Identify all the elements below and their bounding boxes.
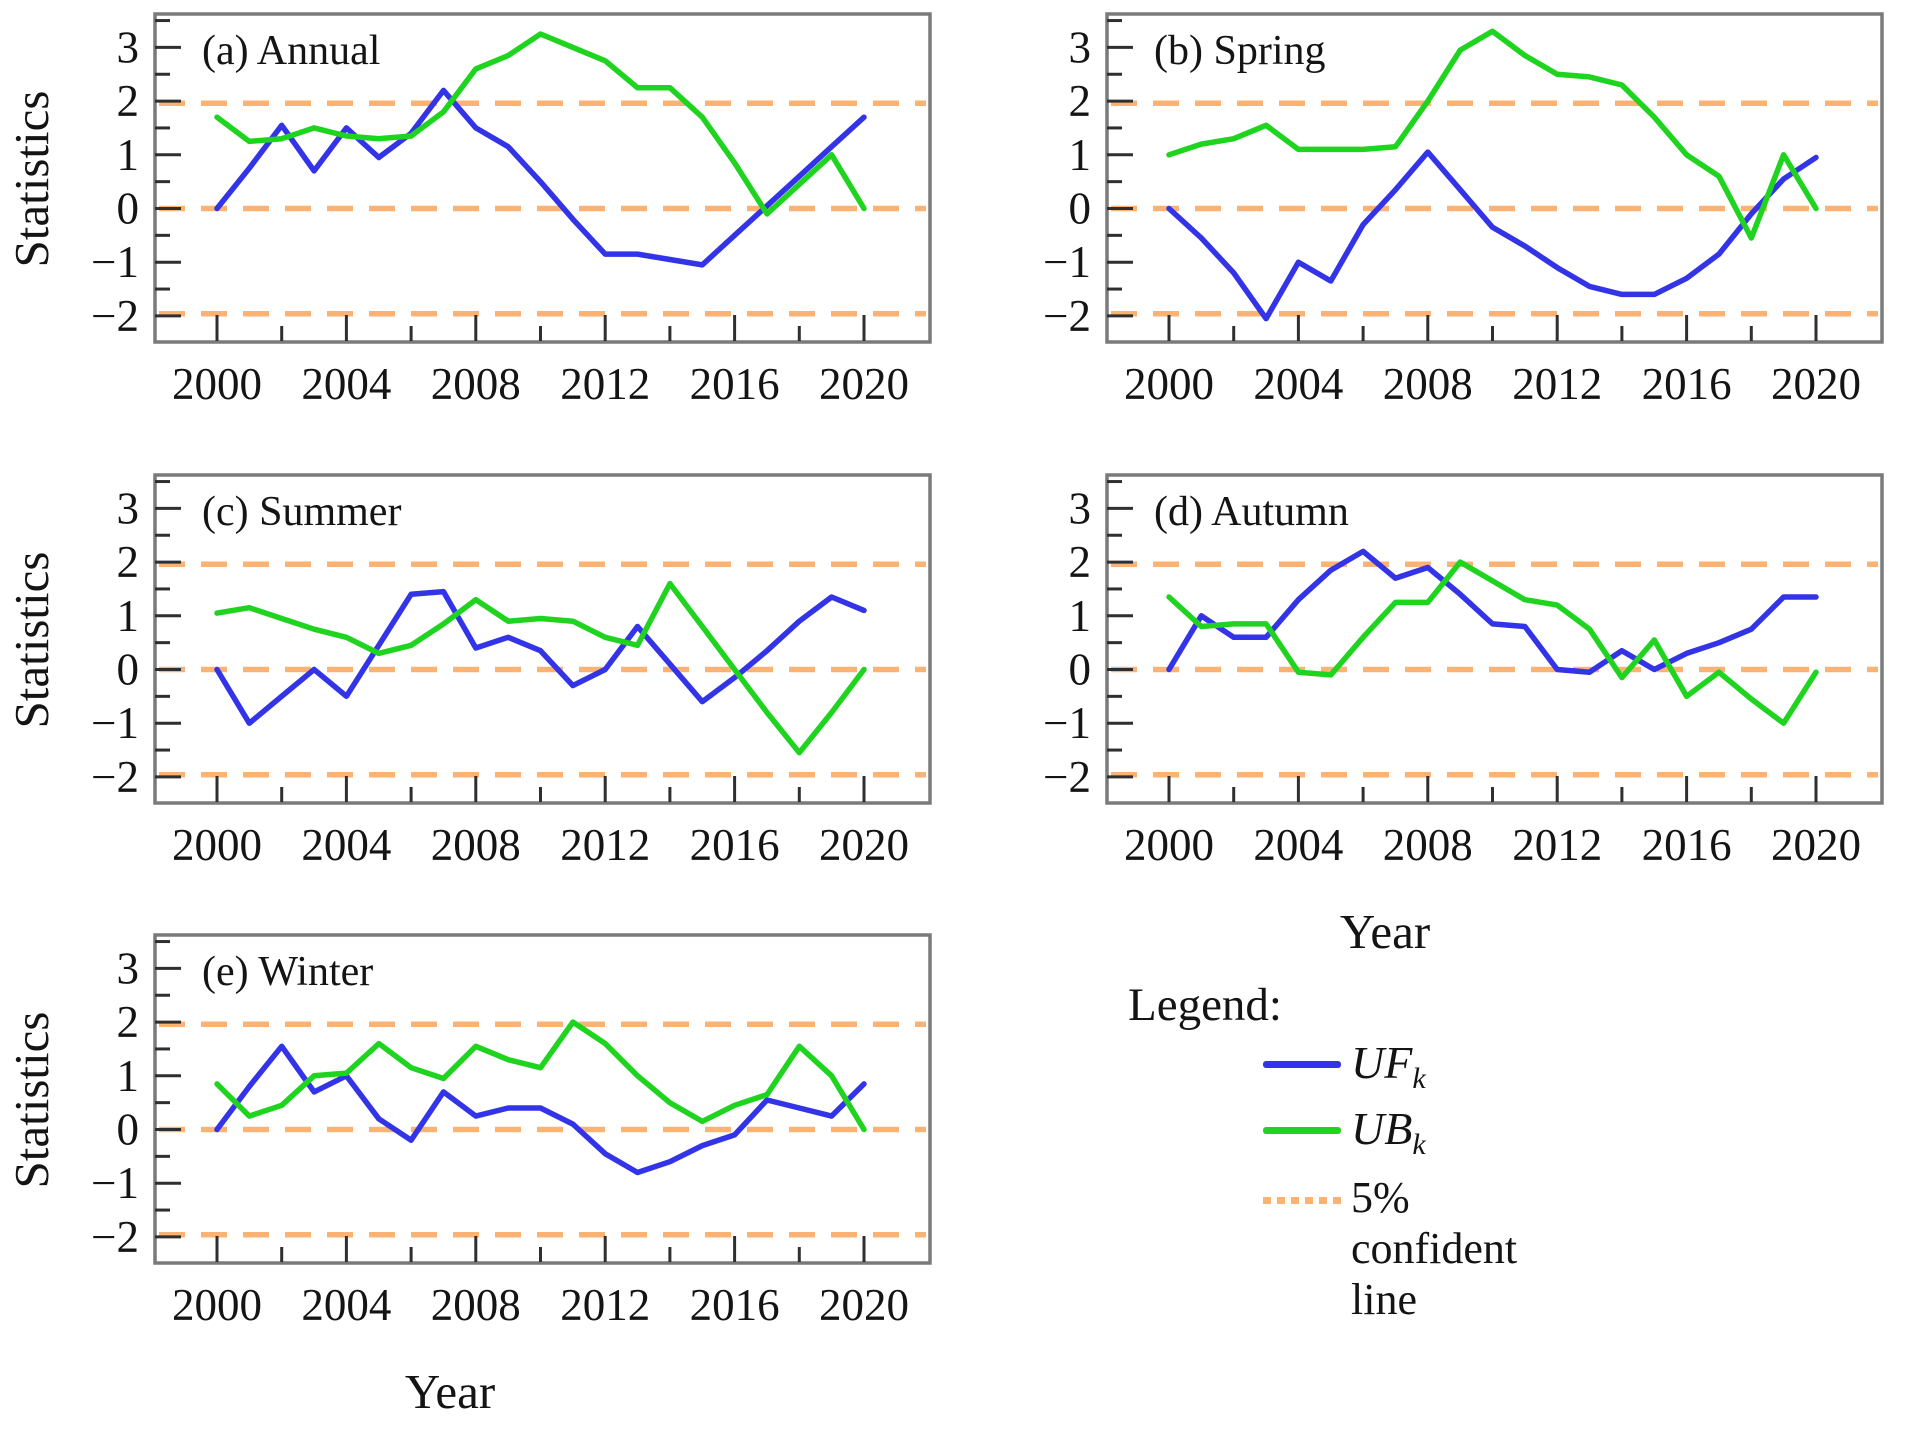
legend-ufk-line-swatch	[1263, 1061, 1341, 1068]
y-tick-label: 0	[117, 645, 140, 695]
x-tick-label: 2000	[172, 820, 262, 870]
ub-line	[1166, 28, 1819, 241]
x-tick-label: 2020	[819, 820, 909, 870]
legend-ubk-label: UBk	[1351, 1103, 1426, 1162]
y-axis-label: Statistics	[4, 1011, 59, 1189]
x-tick-label: 2016	[690, 359, 780, 409]
legend-confidence-label: 5% confident line	[1351, 1173, 1518, 1324]
x-tick-label: 2004	[301, 820, 391, 870]
y-tick-label: 1	[1069, 591, 1092, 641]
y-axis-label: Statistics	[4, 90, 59, 268]
y-tick-label: 3	[117, 943, 140, 993]
x-tick-label: 2004	[301, 1280, 391, 1330]
x-tick-label: 2016	[1642, 820, 1732, 870]
x-tick-label: 2012	[1512, 820, 1602, 870]
legend-ubk-line-swatch	[1263, 1127, 1341, 1134]
plot-frame	[1105, 12, 1884, 344]
x-tick-label: 2020	[819, 1280, 909, 1330]
x-tick-label: 2016	[690, 820, 780, 870]
x-tick-label: 2000	[1124, 820, 1214, 870]
x-tick-label: 2020	[1771, 359, 1861, 409]
y-tick-label: −1	[1043, 237, 1091, 287]
x-tick-label: 2000	[172, 1280, 262, 1330]
y-tick-label: 1	[117, 591, 140, 641]
y-tick-label: −1	[1043, 698, 1091, 748]
y-tick-label: 2	[117, 76, 140, 126]
legend-title: Legend:	[1128, 979, 1282, 1031]
x-tick-label: 2004	[1253, 359, 1343, 409]
x-tick-label: 2012	[1512, 359, 1602, 409]
x-tick-label: 2016	[1642, 359, 1732, 409]
x-tick-label: 2012	[560, 820, 650, 870]
y-tick-label: 3	[1069, 22, 1092, 72]
y-tick-label: −1	[91, 1158, 139, 1208]
x-tick-label: 2000	[1124, 359, 1214, 409]
x-tick-label: 2004	[1253, 820, 1343, 870]
y-tick-label: −2	[91, 752, 139, 802]
panel-title: (c) Summer	[202, 489, 401, 535]
y-tick-label: −1	[91, 237, 139, 287]
plot-frame	[153, 473, 932, 805]
y-tick-label: 3	[1069, 483, 1092, 533]
y-tick-label: −2	[91, 1212, 139, 1262]
y-tick-label: 3	[117, 22, 140, 72]
x-tick-label: 2020	[1771, 820, 1861, 870]
x-axis-label-right: Year	[1339, 904, 1431, 959]
x-tick-label: 2020	[819, 359, 909, 409]
uf-line	[214, 1043, 867, 1176]
uf-line	[1166, 149, 1819, 322]
x-tick-label: 2008	[431, 820, 521, 870]
plot-frame	[1105, 473, 1884, 805]
y-tick-label: 0	[1069, 645, 1092, 695]
y-tick-label: 1	[1069, 130, 1092, 180]
ub-line	[214, 31, 867, 217]
panel-title: (e) Winter	[202, 949, 373, 995]
y-tick-label: −2	[1043, 291, 1091, 341]
uf-line	[214, 87, 867, 268]
x-tick-label: 2008	[431, 1280, 521, 1330]
y-tick-label: −2	[91, 291, 139, 341]
x-tick-label: 2000	[172, 359, 262, 409]
y-tick-label: 1	[117, 130, 140, 180]
legend-confidence-line-swatch	[1263, 1197, 1341, 1204]
ub-line	[1166, 559, 1819, 726]
y-tick-label: 1	[117, 1051, 140, 1101]
y-tick-label: 0	[1069, 184, 1092, 234]
x-tick-label: 2012	[560, 359, 650, 409]
x-tick-label: 2008	[431, 359, 521, 409]
ub-line	[214, 1019, 867, 1133]
x-tick-label: 2012	[560, 1280, 650, 1330]
y-tick-label: 0	[117, 184, 140, 234]
plot-frame	[153, 933, 932, 1265]
uf-line	[1166, 548, 1819, 675]
y-tick-label: 2	[1069, 76, 1092, 126]
plot-frame	[153, 12, 932, 344]
y-tick-label: −2	[1043, 752, 1091, 802]
uf-line	[214, 588, 867, 726]
x-tick-label: 2008	[1383, 820, 1473, 870]
y-tick-label: 2	[117, 537, 140, 587]
x-axis-label-left: Year	[404, 1364, 496, 1419]
y-axis-label: Statistics	[4, 551, 59, 729]
panel-title: (d) Autumn	[1154, 489, 1349, 535]
y-tick-label: −1	[91, 698, 139, 748]
x-tick-label: 2008	[1383, 359, 1473, 409]
y-tick-label: 3	[117, 483, 140, 533]
x-tick-label: 2004	[301, 359, 391, 409]
panel-title: (a) Annual	[202, 28, 380, 74]
y-tick-label: 2	[1069, 537, 1092, 587]
y-tick-label: 0	[117, 1105, 140, 1155]
y-tick-label: 2	[117, 997, 140, 1047]
x-tick-label: 2016	[690, 1280, 780, 1330]
legend-ufk-label: UFk	[1351, 1037, 1426, 1096]
panel-title: (b) Spring	[1154, 28, 1326, 74]
ub-line	[214, 580, 867, 756]
